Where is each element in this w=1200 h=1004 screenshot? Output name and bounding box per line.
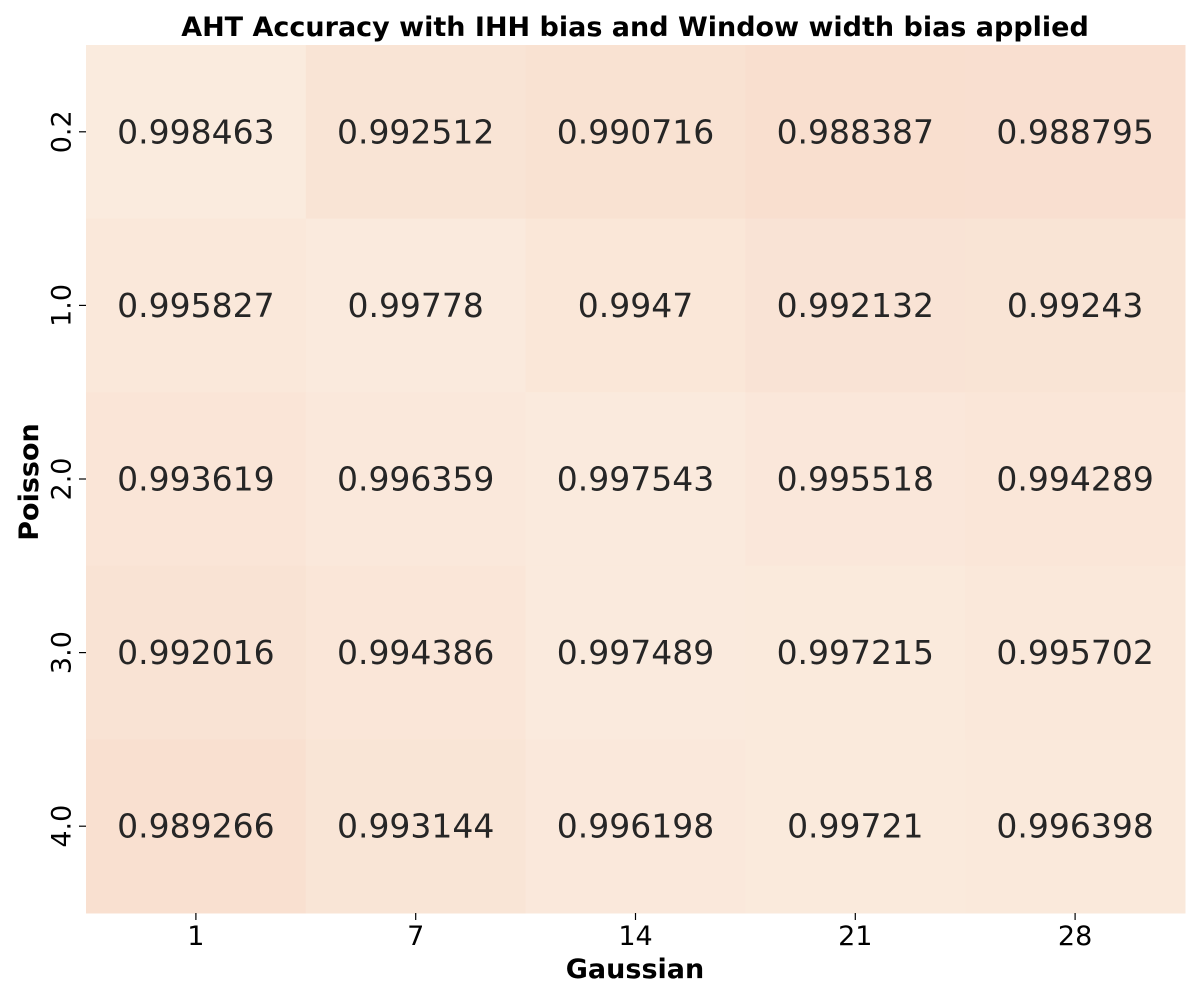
y-tick-label: 4.0 <box>47 805 78 848</box>
cell-value-label: 0.995702 <box>996 633 1153 672</box>
heatmap-cell <box>305 218 527 393</box>
x-axis: 1 7 14 21 28 <box>187 913 1092 952</box>
heatmap-cell <box>305 565 527 740</box>
heatmap-cell <box>525 565 746 740</box>
cell-value-label: 0.994386 <box>337 633 494 672</box>
heatmap-cell <box>965 739 1186 914</box>
cell-value-label: 0.993144 <box>337 807 494 846</box>
heatmap-cell <box>86 218 307 393</box>
cell-value-label: 0.996398 <box>996 807 1153 846</box>
chart-title: AHT Accuracy with IHH bias and Window wi… <box>181 12 1089 43</box>
x-tick-label: 7 <box>407 921 424 952</box>
heatmap-cell <box>965 218 1186 393</box>
cell-value-label: 0.992016 <box>117 633 274 672</box>
heatmap-cell <box>305 739 527 914</box>
cell-value-label: 0.997489 <box>557 633 714 672</box>
heatmap-cells: 0.998463 0.992512 0.990716 0.988387 0.988795… <box>86 45 1186 914</box>
heatmap-cell <box>525 392 746 567</box>
cell-value-label: 0.998463 <box>117 112 274 151</box>
cell-value-label: 0.988795 <box>996 112 1153 151</box>
cell-value-label: 0.990716 <box>557 112 714 151</box>
heatmap-cell <box>525 45 746 220</box>
heatmap-cell <box>525 218 746 393</box>
cell-value-label: 0.99721 <box>787 807 923 846</box>
x-tick-label: 28 <box>1058 921 1092 952</box>
heatmap-cell <box>745 392 966 567</box>
cell-value-label: 0.995827 <box>117 286 274 325</box>
heatmap-cell <box>745 565 966 740</box>
cell-value-label: 0.9947 <box>578 286 693 325</box>
cell-value-label: 0.997543 <box>557 460 714 499</box>
heatmap-cell <box>965 565 1186 740</box>
heatmap-cell <box>86 739 307 914</box>
cell-value-label: 0.99243 <box>1007 286 1143 325</box>
cell-value-label: 0.996359 <box>337 460 494 499</box>
x-axis-label: Gaussian <box>566 954 704 985</box>
heatmap-cell <box>965 45 1186 220</box>
heatmap-cell <box>745 45 966 220</box>
cell-value-label: 0.994289 <box>996 460 1153 499</box>
heatmap-cell <box>745 218 966 393</box>
cell-value-label: 0.99778 <box>347 286 483 325</box>
cell-value-label: 0.992512 <box>337 112 494 151</box>
x-tick-label: 1 <box>187 921 204 952</box>
cell-value-label: 0.995518 <box>777 460 934 499</box>
cell-value-label: 0.997215 <box>777 633 934 672</box>
cell-value-label: 0.996198 <box>557 807 714 846</box>
heatmap-cell <box>305 392 527 567</box>
heatmap-cell <box>745 739 966 914</box>
y-tick-label: 0.2 <box>47 110 78 153</box>
y-tick-label: 1.0 <box>47 284 78 327</box>
y-tick-label: 3.0 <box>47 631 78 674</box>
x-tick-label: 14 <box>618 921 652 952</box>
cell-value-label: 0.988387 <box>777 112 934 151</box>
y-tick-label: 2.0 <box>47 458 78 501</box>
heatmap-cell <box>305 45 527 220</box>
cell-value-label: 0.993619 <box>117 460 274 499</box>
heatmap-cell <box>525 739 746 914</box>
x-tick-label: 21 <box>838 921 872 952</box>
heatmap-cell <box>86 392 307 567</box>
cell-value-label: 0.989266 <box>117 807 274 846</box>
heatmap-cell <box>965 392 1186 567</box>
y-axis-label: Poisson <box>14 423 45 541</box>
heatmap-cell <box>86 565 307 740</box>
y-axis: 0.2 1.0 2.0 3.0 4.0 <box>47 110 86 848</box>
heatmap-cell <box>86 45 307 220</box>
cell-value-label: 0.992132 <box>777 286 934 325</box>
